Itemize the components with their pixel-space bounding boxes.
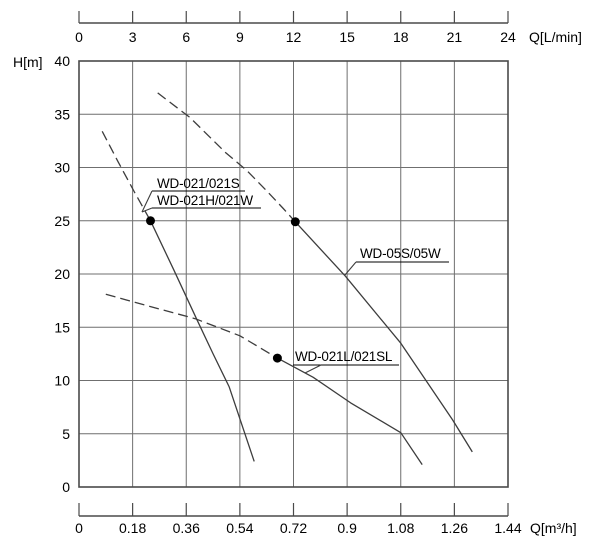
bottom-axis-tick-label: 1.44 [494, 520, 521, 536]
curve-wd-05s-05w-dashed [157, 92, 296, 223]
curve-label-leader-line [344, 261, 357, 276]
bottom-axis-tick-label: 0.36 [173, 520, 200, 536]
bottom-axis-tick-label: 1.26 [441, 520, 468, 536]
top-axis-title: Q[L/min] [529, 29, 582, 45]
top-axis-tick-label: 6 [182, 29, 190, 45]
curve-label: WD-021/021S [157, 176, 240, 191]
curve-label-leader-line [141, 190, 153, 213]
curve-label: WD-05S/05W [360, 246, 441, 261]
bottom-axis-tick-label: 0.18 [119, 520, 146, 536]
curve-wd-021-021s-solid [149, 220, 255, 462]
y-axis-tick-label: 10 [54, 373, 70, 389]
top-axis-tick-label: 0 [75, 29, 83, 45]
curve-wd-05s-05w-marker-dot [290, 217, 300, 227]
top-axis-tick-label: 24 [500, 29, 516, 45]
bottom-axis-tick-label: 0 [75, 520, 83, 536]
bottom-axis-tick-label: 0.9 [337, 520, 357, 536]
plot-border [78, 60, 509, 488]
curve-label-leader-line [304, 364, 322, 374]
curve-wd-05s-05w-solid [294, 221, 473, 453]
top-axis-tick-label: 18 [393, 29, 409, 45]
y-axis-tick-label: 40 [54, 53, 70, 69]
y-axis-title: H[m] [13, 54, 43, 70]
curve-wd-021-021s-marker-dot [146, 216, 155, 226]
y-axis-tick-label: 30 [54, 160, 70, 176]
curve-label-leader-line [141, 207, 153, 213]
curve-label: WD-021L/021SL [295, 349, 393, 364]
y-axis-tick-label: 0 [62, 479, 70, 495]
top-axis-tick-label: 9 [236, 29, 244, 45]
curve-wd-021l-021sl-solid [277, 357, 423, 465]
curve-wd-021l-021sl-marker-dot [272, 353, 282, 363]
y-axis-tick-label: 15 [54, 319, 70, 335]
top-axis-tick-label: 15 [339, 29, 355, 45]
y-axis-tick-label: 20 [54, 266, 70, 282]
top-axis-tick-label: 12 [286, 29, 302, 45]
bottom-axis-title: Q[m³/h] [530, 520, 577, 536]
bottom-axis-tick-label: 0.72 [280, 520, 307, 536]
bottom-axis-tick-label: 1.08 [387, 520, 414, 536]
top-axis-tick-label: 21 [447, 29, 463, 45]
curve-wd-021l-021sl-dashed [105, 293, 278, 359]
curve-label: WD-021H/021W [157, 193, 253, 208]
top-axis-tick-label: 3 [129, 29, 137, 45]
y-axis-tick-label: 25 [54, 213, 70, 229]
curve-wd-021-021s-dashed [101, 130, 152, 222]
y-axis-tick-label: 5 [62, 426, 70, 442]
y-axis-tick-label: 35 [54, 106, 70, 122]
bottom-axis-tick-label: 0.54 [226, 520, 253, 536]
